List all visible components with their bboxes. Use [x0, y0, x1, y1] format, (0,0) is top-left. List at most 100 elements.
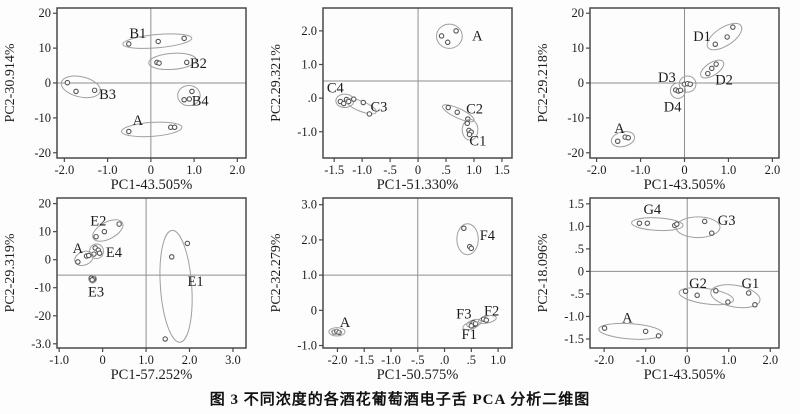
- data-point: [101, 228, 107, 235]
- cluster-label: A: [132, 113, 143, 129]
- x-tick-label: -1.5: [354, 353, 374, 367]
- y-tick-label: -3.0: [31, 337, 51, 351]
- data-point: [693, 292, 700, 299]
- cluster-label: E2: [90, 213, 106, 229]
- cluster-ellipse: [120, 121, 182, 138]
- y-tick-label: .5: [574, 242, 583, 256]
- data-point: [74, 259, 81, 265]
- data-point: [180, 96, 187, 103]
- x-tick-label: 1.0: [720, 353, 736, 367]
- data-point: [682, 288, 688, 294]
- data-point: [168, 254, 174, 260]
- y-tick-label: -1.5: [564, 332, 584, 346]
- cluster-label: A: [614, 121, 625, 137]
- cluster-label: F2: [484, 304, 499, 320]
- data-point: [724, 299, 731, 305]
- cluster-ellipse: [669, 82, 686, 99]
- y-tick-label: 0: [44, 253, 50, 267]
- data-point: [438, 33, 445, 39]
- data-point: [712, 41, 718, 48]
- cluster-label: B3: [99, 87, 116, 103]
- y-tick-label: -20: [567, 146, 584, 160]
- x-tick-label: 1.0: [466, 163, 482, 177]
- cluster-label: D3: [658, 70, 676, 86]
- x-tick-label: -1.0: [381, 353, 401, 367]
- data-point: [186, 96, 192, 102]
- x-tick-label: .5: [441, 163, 450, 177]
- cluster-label: D1: [693, 29, 711, 45]
- cluster-ellipse: [674, 216, 721, 239]
- data-point: [180, 35, 187, 42]
- figure-caption: 图 3 不同浓度的各酒花葡萄酒电子舌 PCA 分析二维图: [209, 392, 591, 408]
- cluster-label: F4: [480, 228, 496, 244]
- data-point: [751, 302, 758, 308]
- y-tick-label: 20: [38, 6, 51, 20]
- cluster-label: C4: [327, 81, 345, 97]
- x-axis-label: PC1-43.505%: [643, 177, 725, 190]
- data-point: [161, 336, 168, 342]
- x-axis-label: PC1-57.252%: [110, 367, 192, 383]
- data-point: [723, 34, 730, 40]
- data-point: [454, 109, 460, 116]
- cluster-label: A: [622, 310, 633, 326]
- pca-subplot-svg: D1 D2 D3 D4 A -2.0 -1.0 0 1.0 2.0 20 10 0 -10 -20 PC1-4…: [536, 6, 780, 190]
- cluster-label: F3: [456, 306, 471, 322]
- cluster-ellipse: [477, 315, 497, 324]
- x-tick-label: 1.5: [494, 163, 510, 177]
- pca-panel-top-right: D1 D2 D3 D4 A -2.0 -1.0 0 1.0 2.0 20 10 0 -10 -20 PC1-4…: [533, 0, 800, 190]
- y-tick-label: -1.0: [297, 339, 317, 353]
- cluster-label: D4: [663, 100, 681, 116]
- y-axis-label: PC2-30.914%: [3, 43, 18, 122]
- x-tick-label: 1.0: [720, 163, 736, 177]
- data-point: [729, 24, 736, 30]
- cluster-ellipse: [456, 223, 479, 256]
- y-tick-label: 2.0: [301, 233, 317, 247]
- cluster-ellipse: [462, 321, 480, 331]
- data-point: [453, 28, 459, 34]
- y-tick-label: 10: [38, 225, 51, 239]
- cluster-label: B4: [191, 94, 209, 110]
- cluster-ellipse: [630, 217, 684, 232]
- data-point: [483, 317, 490, 323]
- data-point: [708, 65, 715, 72]
- data-point: [704, 70, 711, 77]
- pca-subplot-svg: A C4 C3 C2 C1 -1.5 -1.0 -.5 0 .5 1.0 1.5 2.0 1.0 .0 -1.…: [269, 7, 513, 190]
- x-tick-label: 0: [415, 163, 421, 177]
- x-tick-label: -1.0: [630, 163, 650, 177]
- pca-grid: B1 B2 B3 B4 A -2.0 -1.0 0 1.0 2.0 20 10 0 -10 -20 PC1-4…: [3, 0, 800, 383]
- data-point: [712, 61, 719, 67]
- cluster-ellipse: [73, 250, 94, 266]
- cluster-ellipse: [699, 59, 724, 79]
- cluster-ellipse: [121, 33, 192, 49]
- pca-panel-bottom-right: G4 G3 G2 G1 A -2.0 -1.0 0 1.0 2.0 1.5 1.0 .5 0 -.5 -1.0…: [533, 190, 800, 383]
- data-point: [601, 325, 607, 331]
- data-point: [88, 277, 95, 283]
- cluster-label: A: [340, 315, 351, 331]
- y-tick-label: 10: [571, 41, 584, 55]
- cluster-label: G3: [717, 213, 735, 229]
- x-tick-label: 0: [684, 353, 690, 367]
- data-point: [468, 245, 475, 252]
- y-axis-label: PC2-29.218%: [536, 43, 551, 122]
- cluster-ellipse: [461, 118, 479, 141]
- cluster-ellipse: [678, 75, 696, 93]
- cluster-label: A: [472, 28, 483, 44]
- y-axis-label: PC2-29.319%: [3, 233, 18, 312]
- x-tick-label: -.5: [411, 353, 425, 367]
- x-tick-label: -2.0: [586, 163, 606, 177]
- cluster-label: G4: [643, 202, 661, 218]
- y-tick-label: 1.5: [568, 197, 584, 211]
- y-tick-label: -20: [34, 309, 51, 323]
- y-tick-label: 1.0: [301, 58, 317, 72]
- y-axis-label: PC2-32.279%: [269, 233, 284, 312]
- y-tick-label: 0: [577, 264, 583, 278]
- y-tick-label: 1.0: [301, 268, 317, 282]
- cluster-label: B1: [129, 26, 146, 42]
- x-tick-label: -2.0: [594, 353, 614, 367]
- x-axis-label: PC1-43.505%: [643, 367, 725, 383]
- x-tick-label: -1.0: [97, 163, 117, 177]
- cluster-ellipse: [436, 23, 463, 49]
- cluster-ellipse: [610, 130, 635, 148]
- y-tick-label: 0: [577, 76, 583, 90]
